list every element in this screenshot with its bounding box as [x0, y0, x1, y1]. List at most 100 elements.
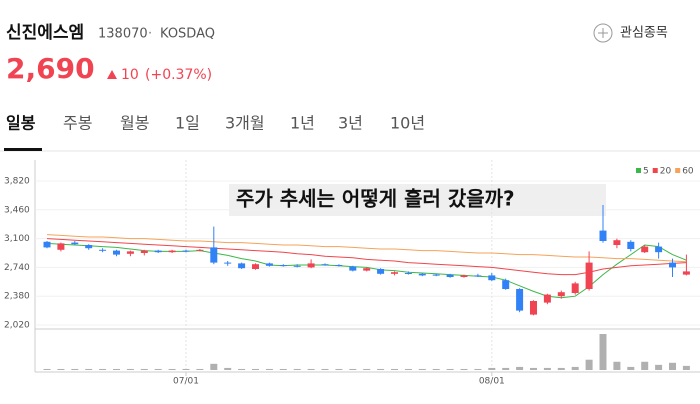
- y-tick-label: 3,460: [4, 205, 30, 215]
- volume-bar: [488, 367, 496, 370]
- volume-bar: [557, 367, 565, 370]
- candle-body: [502, 280, 510, 289]
- candle-body: [599, 230, 607, 241]
- x-tick-label: 07/01: [173, 377, 199, 387]
- candle-body: [474, 275, 482, 277]
- tab[interactable]: 주봉: [63, 114, 92, 133]
- legend-label: 60: [682, 167, 694, 177]
- volume-bar: [460, 368, 468, 370]
- volume-bar: [99, 368, 107, 370]
- volume-bar: [335, 368, 343, 370]
- separator: ·: [148, 27, 152, 42]
- candle-body: [669, 262, 676, 268]
- candle-body: [168, 250, 176, 253]
- candle-body: [530, 301, 537, 315]
- candle-body: [627, 241, 635, 249]
- volume-bar: [446, 368, 454, 370]
- volume-bar: [238, 368, 246, 370]
- candle-body: [126, 251, 134, 254]
- tab[interactable]: 1년: [290, 114, 315, 133]
- candle-body: [307, 263, 315, 268]
- volume-bar: [655, 364, 663, 370]
- tab[interactable]: 일봉: [6, 114, 36, 133]
- watch-plus[interactable]: [598, 28, 608, 38]
- tabs: 일봉 주봉 월봉 1일 3개월 1년 3년 10년: [4, 114, 425, 151]
- candle-body: [432, 274, 440, 276]
- volume-bar: [349, 368, 357, 370]
- volume-bar: [613, 361, 621, 370]
- volume-bar: [641, 361, 649, 370]
- candle-body: [140, 250, 148, 253]
- volume-bar: [585, 359, 593, 370]
- volume-bar: [252, 368, 259, 370]
- candle-body: [682, 271, 690, 275]
- candle-body: [57, 243, 65, 250]
- legend-swatch: [675, 168, 681, 173]
- volume-bar: [43, 368, 51, 370]
- tab[interactable]: 1일: [175, 114, 200, 133]
- tab[interactable]: 3년: [338, 114, 363, 133]
- x-tick-label: 08/01: [479, 377, 505, 387]
- watch-button[interactable]: 관심종목: [593, 23, 668, 43]
- volume-bar: [418, 368, 426, 370]
- tab[interactable]: 3개월: [225, 114, 265, 133]
- volume-bar: [363, 368, 371, 370]
- candle-body: [99, 249, 107, 251]
- volume-bar: [293, 368, 301, 370]
- candle-body: [557, 292, 565, 297]
- tab[interactable]: 10년: [390, 114, 425, 133]
- candle-body: [571, 283, 579, 293]
- volume-bar: [321, 368, 329, 370]
- candle-body: [641, 246, 649, 253]
- volume-bar: [391, 368, 398, 370]
- candle-body: [224, 262, 232, 264]
- title-bg: [229, 184, 606, 216]
- candle-body: [85, 245, 93, 249]
- candle-body: [655, 246, 663, 253]
- market: KOSDAQ: [160, 27, 215, 42]
- volume-bar: [265, 368, 273, 370]
- watch-icon[interactable]: [593, 23, 613, 43]
- candle-body: [265, 263, 273, 266]
- volume-bar: [516, 366, 524, 370]
- candle-body: [182, 250, 190, 252]
- y-tick-label: 2,020: [4, 321, 30, 331]
- candle-body: [154, 250, 162, 253]
- ma-line: [46, 234, 687, 263]
- change: 10: [121, 67, 139, 83]
- candle-body: [293, 265, 301, 267]
- volume-bar: [154, 368, 162, 370]
- volume-bar: [543, 367, 551, 370]
- candle-body: [196, 249, 204, 251]
- volume-bar: [530, 367, 537, 370]
- y-tick-label: 2,380: [4, 292, 30, 302]
- candle-body: [585, 262, 593, 289]
- candle-body: [516, 289, 524, 311]
- tab-underline: [4, 148, 42, 151]
- volume-bar: [210, 363, 218, 370]
- volume-bar: [307, 368, 315, 370]
- y-tick-label: 3,100: [4, 234, 30, 244]
- volume-bar: [682, 365, 690, 370]
- volume-bar: [57, 368, 65, 370]
- volume-bar: [571, 366, 579, 370]
- volume-bar: [224, 367, 232, 370]
- candle-body: [404, 273, 412, 274]
- volume-bar: [599, 334, 607, 370]
- volume-bar: [404, 368, 412, 370]
- candle-body: [613, 240, 621, 245]
- volume-bar: [279, 368, 287, 370]
- stock-name: 신진에스엠: [6, 23, 84, 43]
- volume-bar: [168, 368, 176, 370]
- up-arrow: [107, 70, 117, 79]
- watch-label[interactable]: 관심종목: [620, 26, 668, 41]
- candle-body: [43, 241, 51, 248]
- candle-body: [113, 250, 120, 255]
- volume-bar: [196, 368, 204, 370]
- volume-bar: [85, 368, 93, 370]
- volume-bar: [113, 368, 120, 370]
- candle-body: [335, 265, 343, 266]
- y-tick-label: 3,820: [4, 177, 30, 187]
- tab[interactable]: 월봉: [120, 114, 149, 133]
